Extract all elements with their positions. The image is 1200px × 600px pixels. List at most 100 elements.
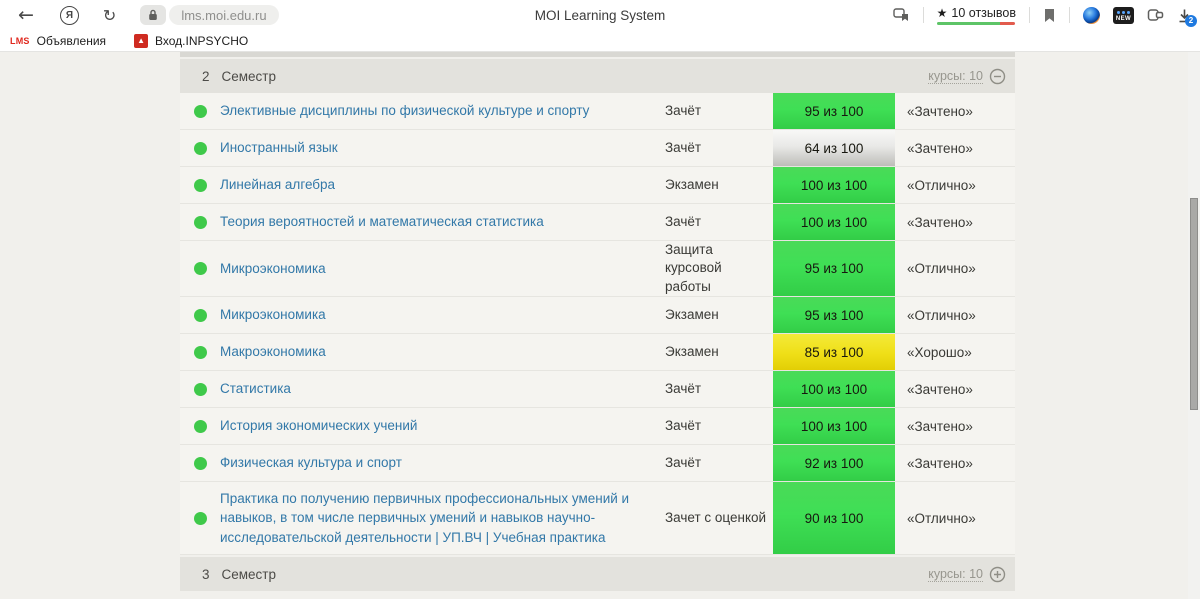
scrollbar-thumb[interactable] bbox=[1190, 198, 1198, 410]
score-badge: 90 из 100 bbox=[773, 482, 895, 554]
course-link[interactable]: Теория вероятностей и математическая ста… bbox=[220, 214, 544, 230]
course-status bbox=[180, 93, 220, 129]
status-dot-icon bbox=[193, 104, 207, 118]
score-badge: 100 из 100 bbox=[773, 167, 895, 203]
status-dot-icon bbox=[193, 262, 207, 275]
score-badge: 95 из 100 bbox=[773, 241, 895, 296]
status-dot-icon bbox=[193, 178, 207, 192]
course-link[interactable]: Иностранный язык bbox=[220, 140, 338, 156]
bookmark-label: Вход.INPSYCHO bbox=[155, 33, 249, 48]
assessment-type: Зачёт bbox=[665, 102, 702, 118]
expand-semester-button[interactable] bbox=[989, 566, 1006, 583]
yandex-icon[interactable]: Я bbox=[59, 5, 79, 25]
bookmarks-bar: LMS Объявления ▲ Вход.INPSYCHO bbox=[0, 30, 1200, 52]
score-badge: 92 из 100 bbox=[773, 445, 895, 481]
status-dot-icon bbox=[193, 345, 207, 359]
yandex-collections-icon[interactable] bbox=[892, 7, 910, 23]
assessment-type: Экзамен bbox=[665, 343, 719, 359]
status-dot-icon bbox=[193, 456, 207, 470]
bookmark-icon[interactable] bbox=[1043, 8, 1056, 23]
bookmark-item-inpsycho[interactable]: ▲ Вход.INPSYCHO bbox=[134, 33, 249, 48]
courses-count-link[interactable]: курсы: 10 bbox=[928, 566, 983, 582]
kinopoisk-new-icon[interactable]: NEW bbox=[1113, 6, 1134, 24]
course-row: Микроэкономика Защита курсовой работы 95… bbox=[180, 241, 1015, 297]
grade-label: «Зачтено» bbox=[907, 381, 973, 397]
course-status bbox=[180, 297, 220, 333]
collapse-semester-button[interactable] bbox=[989, 68, 1006, 85]
bookmark-item-announcements[interactable]: LMS Объявления bbox=[10, 34, 106, 48]
course-row: Микроэкономика Экзамен 95 из 100 «Отличн… bbox=[180, 297, 1015, 334]
grade-label: «Зачтено» bbox=[907, 140, 973, 156]
course-row: Статистика Зачёт 100 из 100 «Зачтено» bbox=[180, 371, 1015, 408]
course-status bbox=[180, 130, 220, 166]
status-dot-icon bbox=[193, 382, 207, 396]
course-link[interactable]: История экономических учений bbox=[220, 418, 418, 434]
status-dot-icon bbox=[193, 308, 207, 322]
course-status bbox=[180, 334, 220, 370]
score-badge: 95 из 100 bbox=[773, 297, 895, 333]
refresh-icon[interactable]: ↻ bbox=[102, 5, 117, 25]
score-badge: 85 из 100 bbox=[773, 334, 895, 370]
course-link[interactable]: Макроэкономика bbox=[220, 344, 326, 360]
toolbar-separator bbox=[922, 7, 924, 23]
status-dot-icon bbox=[193, 215, 207, 229]
tableau-icon[interactable] bbox=[1147, 7, 1164, 23]
semester-title: Семестр bbox=[221, 68, 277, 84]
course-link[interactable]: Физическая культура и спорт bbox=[220, 455, 402, 471]
status-dot-icon bbox=[193, 511, 207, 525]
toolbar-separator bbox=[1069, 7, 1070, 23]
grade-label: «Отлично» bbox=[907, 177, 976, 193]
assessment-type: Зачёт bbox=[665, 213, 702, 229]
grade-label: «Зачтено» bbox=[907, 455, 973, 471]
score-badge: 100 из 100 bbox=[773, 371, 895, 407]
score-badge: 95 из 100 bbox=[773, 93, 895, 129]
course-status bbox=[180, 408, 220, 444]
lms-favicon: LMS bbox=[10, 35, 30, 46]
extension-globe-icon[interactable] bbox=[1083, 6, 1100, 24]
grade-label: «Зачтено» bbox=[907, 214, 973, 230]
grade-label: «Отлично» bbox=[907, 261, 976, 276]
toolbar-separator bbox=[1029, 7, 1030, 23]
course-status bbox=[180, 204, 220, 240]
star-icon: ★ bbox=[936, 5, 948, 20]
score-badge: 64 из 100 bbox=[773, 130, 895, 166]
semester-title: Семестр bbox=[221, 566, 277, 582]
semester-2-header: 2 Семестр курсы: 10 bbox=[180, 59, 1015, 93]
previous-table-edge bbox=[180, 52, 1015, 57]
courses-count-link[interactable]: курсы: 10 bbox=[928, 68, 983, 84]
assessment-type: Зачёт bbox=[665, 454, 702, 470]
course-status bbox=[180, 445, 220, 481]
assessment-type: Зачёт bbox=[665, 139, 702, 155]
course-link[interactable]: Микроэкономика bbox=[220, 260, 326, 276]
assessment-type: Экзамен bbox=[665, 176, 719, 192]
semester-number: 2 bbox=[202, 68, 210, 84]
lms-page-content: 2 Семестр курсы: 10 Элективные дисциплин… bbox=[0, 52, 1200, 599]
assessment-type: Зачет с оценкой bbox=[665, 509, 767, 525]
course-row: Линейная алгебра Экзамен 100 из 100 «Отл… bbox=[180, 167, 1015, 204]
status-dot-icon bbox=[193, 419, 207, 433]
course-status bbox=[180, 167, 220, 203]
vertical-scrollbar[interactable] bbox=[1188, 52, 1200, 599]
course-row: Макроэкономика Экзамен 85 из 100 «Хорошо… bbox=[180, 334, 1015, 371]
semester-3-header: 3 Семестр курсы: 10 bbox=[180, 557, 1015, 591]
ssl-lock-icon[interactable] bbox=[140, 5, 167, 25]
course-link[interactable]: Статистика bbox=[220, 381, 291, 397]
address-bar[interactable]: lms.moi.edu.ru bbox=[169, 5, 279, 25]
assessment-type: Экзамен bbox=[665, 306, 719, 322]
course-link[interactable]: Линейная алгебра bbox=[220, 177, 336, 193]
course-link[interactable]: Микроэкономика bbox=[220, 307, 326, 323]
bookmark-label: Объявления bbox=[36, 33, 107, 48]
lock-icon bbox=[149, 9, 158, 20]
assessment-type: Зачёт bbox=[665, 417, 702, 433]
back-icon[interactable]: ← bbox=[18, 4, 34, 26]
grade-label: «Отлично» bbox=[907, 307, 976, 323]
site-reviews-button[interactable]: ★ 10 отзывов bbox=[937, 6, 1016, 25]
downloads-button[interactable]: 2 bbox=[1177, 8, 1197, 27]
semester-number: 3 bbox=[202, 566, 210, 582]
assessment-type: Зачёт bbox=[665, 380, 702, 396]
grade-label: «Зачтено» bbox=[907, 418, 973, 434]
course-link[interactable]: Элективные дисциплины по физической куль… bbox=[220, 103, 590, 119]
course-status bbox=[180, 371, 220, 407]
course-link[interactable]: Практика по получению первичных професси… bbox=[220, 490, 630, 545]
course-row: Иностранный язык Зачёт 64 из 100 «Зачтен… bbox=[180, 130, 1015, 167]
